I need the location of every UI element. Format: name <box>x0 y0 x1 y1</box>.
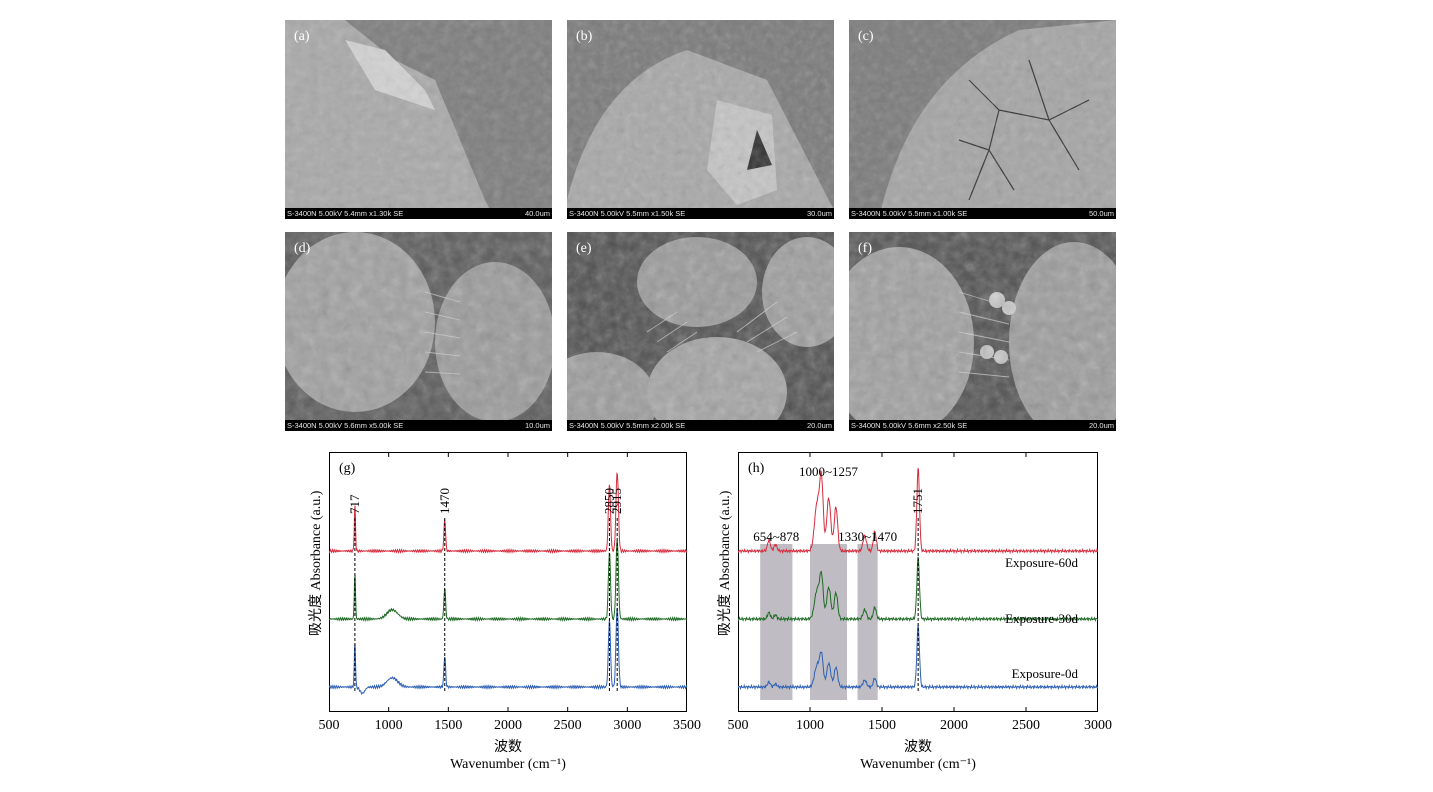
sem-scale: 30.0um <box>806 209 832 218</box>
y-axis-label-en: Absorbance (a.u.) <box>309 490 324 591</box>
sem-scale: 50.0um <box>1088 209 1114 218</box>
sem-texture-e <box>567 232 834 431</box>
x-axis-label-cn: 波数 <box>904 740 932 755</box>
sem-info: S-3400N 5.00kV 5.6mm x5.00k SE <box>287 421 404 430</box>
sem-texture-f <box>849 232 1116 431</box>
peak-label: 2850 <box>601 488 616 514</box>
shaded-region <box>810 544 848 700</box>
sem-info: S-3400N 5.00kV 5.6mm x2.50k SE <box>851 421 968 430</box>
y-axis-label-g: 吸光度 Absorbance (a.u.) <box>305 491 325 636</box>
y-axis-label-en: Absorbance (a.u.) <box>718 490 733 591</box>
x-tick-label: 3500 <box>673 718 701 733</box>
spectrum-line <box>329 607 687 695</box>
x-tick-label: 1000 <box>796 718 824 733</box>
x-axis-label-en: Wavenumber (cm⁻¹) <box>450 757 566 772</box>
sem-image-a: (a) S-3400N 5.00kV 5.4mm x1.30k SE 40.0u… <box>285 20 552 219</box>
series-label: Exposure-60d <box>1005 555 1078 570</box>
panel-label: (f) <box>858 241 872 256</box>
series-label: Exposure-30d <box>1005 611 1078 626</box>
peak-label: 2915 <box>609 488 624 514</box>
sem-info: S-3400N 5.00kV 5.5mm x1.00k SE <box>851 209 968 218</box>
peak-label: 1470 <box>437 488 452 514</box>
x-tick-label: 2000 <box>494 718 522 733</box>
sem-scale: 10.0um <box>524 421 550 430</box>
sem-texture-b <box>567 20 834 219</box>
y-axis-label-cn: 吸光度 <box>718 594 733 636</box>
sem-image-b: (b) S-3400N 5.00kV 5.5mm x1.50k SE 30.0u… <box>567 20 834 219</box>
panel-label: (e) <box>576 241 592 256</box>
sem-info: S-3400N 5.00kV 5.5mm x1.50k SE <box>569 209 686 218</box>
x-tick-label: 3000 <box>1084 718 1112 733</box>
sem-texture-a <box>285 20 552 219</box>
panel-label: (a) <box>294 29 310 44</box>
shaded-region <box>857 544 878 700</box>
ftir-chart-h: 1751 (h) 654~878 1000~1257 1330~1470 Exposure… <box>738 452 1098 712</box>
sem-info: S-3400N 5.00kV 5.5mm x2.00k SE <box>569 421 686 430</box>
ftir-chart-g: 717 1470 2850 2915 (g) <box>329 452 687 712</box>
series-label: Exposure-0d <box>1012 666 1079 681</box>
sem-image-f: (f) S-3400N 5.00kV 5.6mm x2.50k SE 20.0u… <box>849 232 1116 431</box>
panel-label: (c) <box>858 29 874 44</box>
region-label: 1330~1470 <box>838 529 897 544</box>
x-axis-title-h: 波数 Wavenumber (cm⁻¹) <box>738 736 1098 773</box>
x-tick-label: 500 <box>727 718 749 733</box>
x-tick-label: 500 <box>318 718 340 733</box>
sem-texture-c <box>849 20 1116 219</box>
x-axis-label-en: Wavenumber (cm⁻¹) <box>860 757 976 772</box>
x-tick-label: 3000 <box>613 718 642 733</box>
panel-label: (h) <box>748 461 765 476</box>
spectrum-line <box>329 472 687 554</box>
sem-info-bar: S-3400N 5.00kV 5.5mm x1.50k SE 30.0um <box>567 208 834 219</box>
y-axis-label-h: 吸光度 Absorbance (a.u.) <box>714 491 734 636</box>
panel-label: (g) <box>339 461 356 476</box>
x-axis-label-cn: 波数 <box>494 740 522 755</box>
panel-label: (b) <box>576 29 593 44</box>
sem-info-bar: S-3400N 5.00kV 5.4mm x1.30k SE 40.0um <box>285 208 552 219</box>
x-axis-title-g: 波数 Wavenumber (cm⁻¹) <box>329 736 687 773</box>
x-tick-label: 2000 <box>940 718 968 733</box>
plot-frame <box>738 452 1098 712</box>
ftir-plot-h: 1751 (h) 654~878 1000~1257 1330~1470 Exposure… <box>738 452 1098 712</box>
sem-scale: 40.0um <box>524 209 550 218</box>
y-axis-label-cn: 吸光度 <box>309 594 324 636</box>
plot-frame <box>329 452 687 712</box>
sem-scale: 20.0um <box>806 421 832 430</box>
shaded-region <box>760 544 793 700</box>
sem-info: S-3400N 5.00kV 5.4mm x1.30k SE <box>287 209 404 218</box>
spectrum-line <box>738 468 1098 555</box>
sem-image-d: (d) S-3400N 5.00kV 5.6mm x5.00k SE 10.0u… <box>285 232 552 431</box>
region-label: 1000~1257 <box>799 464 859 479</box>
spectrum-line <box>738 556 1098 623</box>
peak-label: 1751 <box>910 488 925 514</box>
sem-info-bar: S-3400N 5.00kV 5.6mm x5.00k SE 10.0um <box>285 420 552 431</box>
x-tick-label: 1000 <box>374 718 403 733</box>
peak-label: 717 <box>347 494 362 514</box>
region-label: 654~878 <box>753 529 799 544</box>
sem-info-bar: S-3400N 5.00kV 5.5mm x1.00k SE 50.0um <box>849 208 1116 219</box>
x-tick-label: 2500 <box>1012 718 1040 733</box>
x-tick-label: 1500 <box>434 718 463 733</box>
sem-scale: 20.0um <box>1088 421 1114 430</box>
sem-info-bar: S-3400N 5.00kV 5.6mm x2.50k SE 20.0um <box>849 420 1116 431</box>
x-tick-label: 2500 <box>553 718 582 733</box>
sem-image-e: (e) S-3400N 5.00kV 5.5mm x2.00k SE 20.0u… <box>567 232 834 431</box>
x-tick-label: 1500 <box>868 718 896 733</box>
panel-label: (d) <box>294 241 311 256</box>
sem-image-c: (c) S-3400N 5.00kV 5.5mm x1.00k SE 50.0u… <box>849 20 1116 219</box>
sem-info-bar: S-3400N 5.00kV 5.5mm x2.00k SE 20.0um <box>567 420 834 431</box>
sem-texture-d <box>285 232 552 431</box>
spectrum-line <box>329 540 687 623</box>
